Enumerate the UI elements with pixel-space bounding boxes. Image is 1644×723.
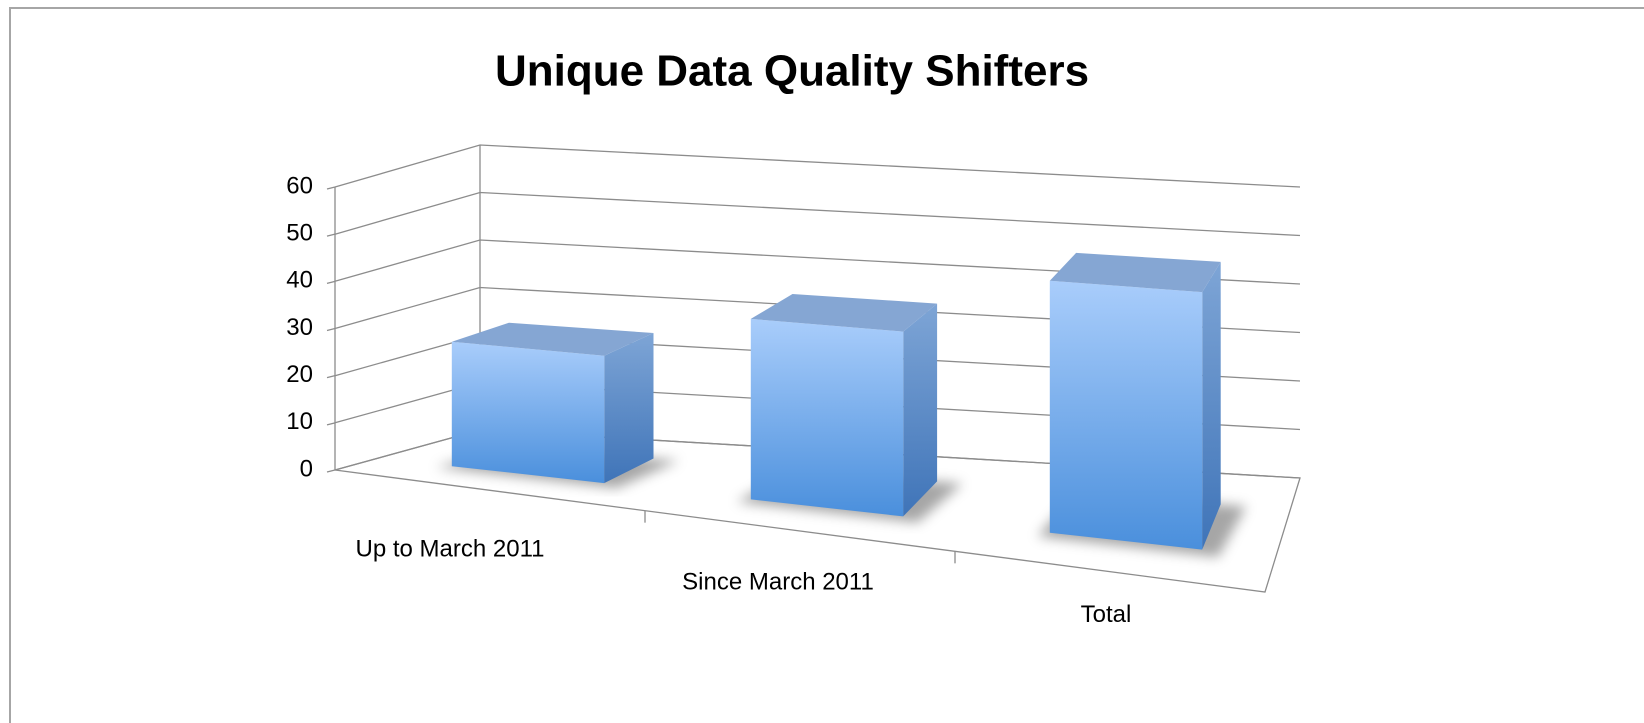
chart-title: Unique Data Quality Shifters <box>495 47 1089 96</box>
bar-side <box>1202 261 1221 550</box>
bar-top <box>750 294 938 332</box>
y-tick-label: 0 <box>300 455 313 482</box>
y-tick-label: 10 <box>286 408 313 435</box>
y-tick-label: 30 <box>286 314 313 341</box>
y-tick-mark <box>326 375 336 379</box>
y-tick-mark <box>326 327 336 332</box>
y-tick-mark <box>326 469 336 473</box>
bar-front <box>451 341 605 484</box>
y-tick-mark <box>326 186 336 190</box>
x-tick-label: Since March 2011 <box>682 568 874 595</box>
y-tick-label: 20 <box>286 361 313 388</box>
bar <box>1037 252 1247 558</box>
bar-front <box>1049 280 1203 550</box>
bar-top <box>451 322 654 356</box>
y-tick-mark <box>326 233 336 237</box>
bar-side <box>604 333 654 484</box>
bar <box>435 322 679 489</box>
y-tick-label: 60 <box>286 172 313 199</box>
y-tick-label: 40 <box>286 267 313 294</box>
x-tick-label: Up to March 2011 <box>356 536 545 563</box>
y-tick-mark <box>326 280 336 284</box>
y-tick-label: 50 <box>286 220 313 247</box>
bar <box>736 294 963 523</box>
y-tick-mark <box>326 422 336 426</box>
x-tick-label: Total <box>1081 601 1132 628</box>
bar-front <box>750 318 904 517</box>
bar-top <box>1049 252 1221 293</box>
bar-side <box>903 303 938 517</box>
